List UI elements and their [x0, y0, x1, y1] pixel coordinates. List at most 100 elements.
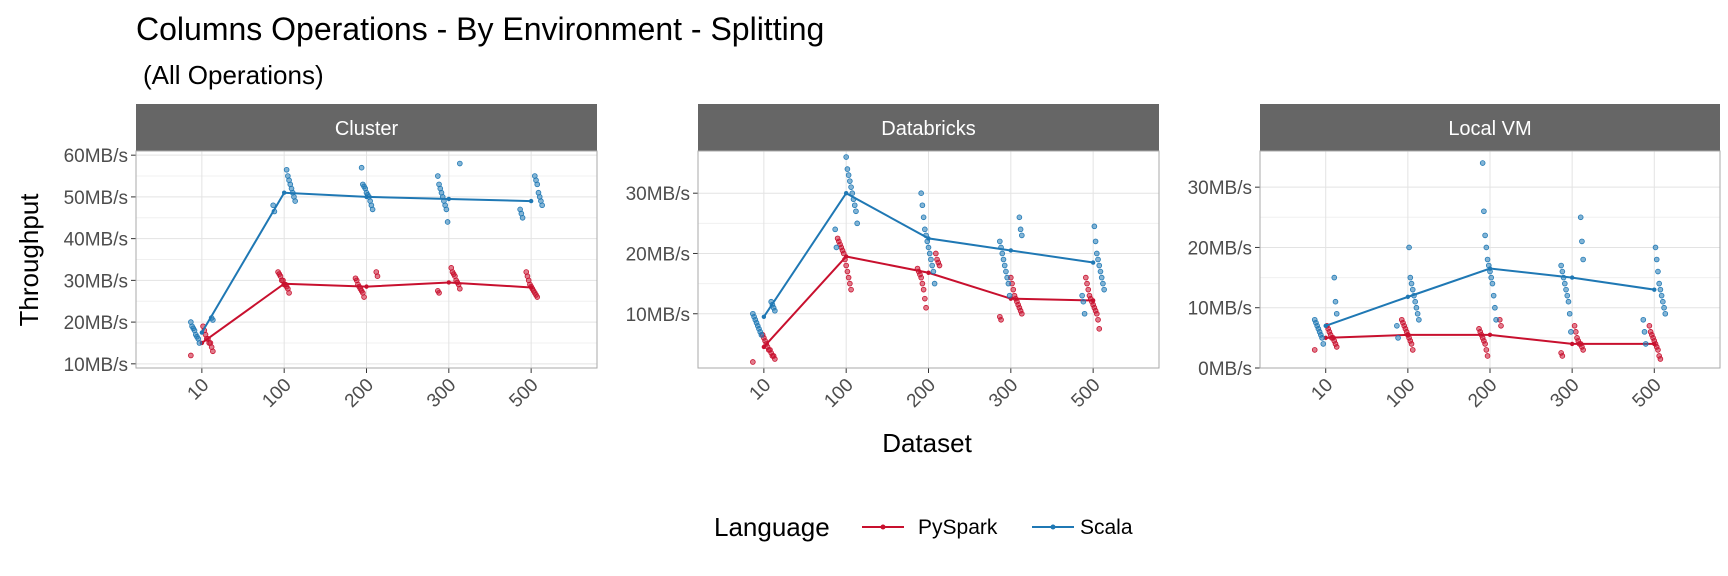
data-point	[435, 287, 441, 294]
data-point	[1096, 326, 1103, 332]
data-point	[832, 226, 838, 233]
data-point	[517, 206, 523, 213]
mean-point	[1008, 248, 1014, 253]
data-point	[1571, 323, 1578, 329]
data-point	[1568, 329, 1574, 335]
data-point	[1484, 353, 1491, 359]
data-point	[457, 160, 463, 167]
data-point	[1579, 238, 1585, 245]
data-point	[848, 184, 854, 190]
data-point	[1011, 292, 1018, 299]
data-point	[1083, 274, 1089, 281]
series-pyspark	[188, 265, 541, 359]
x-tick-label: 300	[423, 375, 460, 412]
data-point	[934, 256, 940, 263]
series-scala	[1311, 160, 1669, 347]
data-point	[1094, 250, 1100, 257]
data-point	[847, 280, 853, 287]
data-point	[1333, 310, 1340, 317]
data-point	[1414, 310, 1421, 317]
facet-strip	[1260, 104, 1720, 151]
data-point	[1656, 353, 1662, 359]
data-point	[1001, 262, 1008, 269]
x-tick-label: 300	[985, 375, 1022, 412]
data-point	[1080, 298, 1087, 305]
data-point	[919, 202, 926, 209]
data-point	[1574, 335, 1580, 341]
data-point	[188, 352, 194, 359]
panel-border	[697, 150, 1160, 369]
data-point	[1479, 160, 1486, 166]
data-point	[843, 154, 849, 160]
data-point	[834, 235, 841, 242]
mean-point	[1652, 287, 1657, 292]
data-point	[1493, 316, 1499, 323]
data-point	[1558, 350, 1564, 356]
data-point	[1641, 329, 1648, 335]
data-point	[1577, 214, 1584, 221]
data-point	[435, 173, 441, 179]
data-point	[1101, 286, 1107, 293]
data-point	[844, 166, 851, 172]
mean-point	[199, 330, 205, 335]
data-point	[920, 214, 927, 221]
data-point	[1005, 280, 1012, 287]
data-point	[1311, 347, 1318, 353]
data-point	[1000, 256, 1007, 263]
data-point	[1413, 304, 1420, 311]
data-point	[1100, 280, 1106, 287]
data-point	[1483, 347, 1490, 353]
data-point	[1097, 268, 1104, 275]
data-point	[1482, 232, 1488, 239]
data-point	[1646, 323, 1653, 329]
data-point	[1408, 280, 1415, 287]
data-point	[750, 310, 756, 317]
mean-point	[1405, 294, 1411, 300]
data-point	[1562, 280, 1568, 287]
y-axis-title: Throughput	[14, 193, 44, 327]
data-point	[188, 319, 194, 325]
mean-point	[1090, 298, 1096, 303]
y-tick-label: 60MB/s	[64, 146, 128, 167]
y-tick-label: 30MB/s	[626, 184, 690, 205]
data-point	[285, 173, 291, 179]
data-point	[1084, 280, 1090, 287]
mean-point	[446, 280, 452, 285]
data-point	[1086, 292, 1093, 299]
data-point	[1653, 256, 1660, 263]
data-point	[1492, 304, 1498, 311]
data-point	[1481, 208, 1487, 215]
data-point	[1580, 256, 1586, 263]
mean-point	[1652, 341, 1657, 347]
data-point	[930, 268, 937, 275]
x-tick-label: 10	[1307, 375, 1337, 405]
data-point	[1559, 268, 1566, 275]
data-point	[1311, 316, 1318, 323]
data-point	[1564, 292, 1571, 299]
data-point	[843, 262, 849, 269]
facet-panel-local-vm: Local VM 0MB/s 10MB/s 20MB/s 30MB/s 10 100 200 3…	[1188, 104, 1721, 412]
mean-point	[528, 198, 534, 204]
data-point	[918, 190, 924, 196]
mean-point	[281, 281, 287, 286]
data-point	[848, 286, 854, 293]
data-point	[922, 295, 928, 302]
data-point	[833, 244, 840, 251]
data-point	[1655, 268, 1661, 275]
mean-point	[364, 284, 369, 289]
x-tick-label: 200	[341, 375, 378, 412]
mean-point	[1487, 266, 1493, 271]
data-point	[1398, 316, 1405, 323]
x-tick-label: 100	[258, 375, 295, 412]
mean-point	[281, 190, 287, 195]
data-point	[1416, 316, 1422, 323]
y-tick-label: 30MB/s	[64, 271, 128, 292]
data-point	[532, 173, 538, 179]
facet-panel-databricks: Databricks 10MB/s 20MB/s 30MB/s 10 100 200 300 5…	[626, 104, 1160, 412]
data-point	[1565, 298, 1572, 305]
data-point	[1332, 298, 1339, 305]
mean-point	[926, 270, 931, 275]
facet-strip-label: Databricks	[881, 118, 975, 140]
data-point	[1490, 292, 1497, 299]
data-point	[1652, 244, 1659, 251]
